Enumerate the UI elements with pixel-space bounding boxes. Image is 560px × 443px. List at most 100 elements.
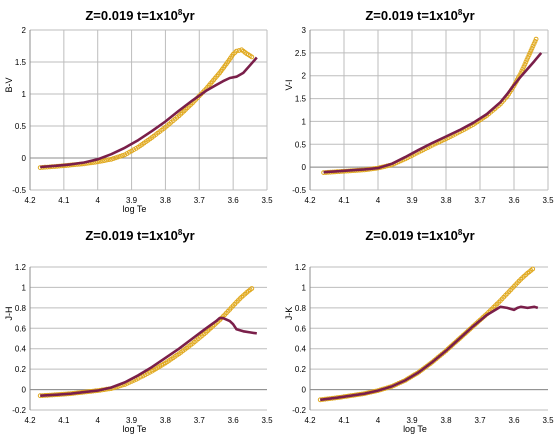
x-tick-label: 3.9	[126, 196, 138, 205]
x-tick-label: 3.7	[194, 416, 206, 425]
data-point	[234, 48, 239, 54]
data-point	[108, 156, 114, 162]
x-tick-label: 3.5	[261, 416, 273, 425]
y-axis-label: J-K	[284, 307, 294, 321]
y-tick-label: 0.2	[15, 365, 27, 374]
y-axis-label: B-V	[4, 77, 14, 92]
y-tick-label: 0	[302, 386, 307, 395]
data-point	[530, 43, 536, 49]
x-tick-label: 4.1	[58, 196, 70, 205]
x-tick-label: 4.1	[58, 416, 70, 425]
y-tick-label: 0	[302, 163, 307, 172]
y-tick-label: 0.6	[15, 324, 27, 333]
y-tick-label: 1	[302, 283, 307, 292]
data-point	[142, 372, 148, 378]
data-point	[528, 48, 534, 53]
x-tick-label: 4.2	[24, 196, 36, 205]
chart-panel: -0.2 0 0.2 0.4 0.6 0.8 1 1.2 4.2 4.1 4 3.9 3.8 3.7 3.6…	[4, 228, 273, 434]
x-tick-label: 3.6	[508, 196, 520, 205]
series-1	[40, 56, 258, 169]
x-axis-label: log Te	[123, 204, 147, 214]
data-point	[522, 61, 528, 67]
series-0	[37, 286, 255, 399]
x-tick-label: 3.7	[474, 196, 486, 205]
data-point	[532, 39, 538, 44]
y-tick-label: 2	[22, 26, 27, 35]
series-1	[323, 52, 543, 174]
y-tick-label: 0.4	[295, 345, 307, 354]
chart-panel: -0.5 0 0.5 1 1.5 2 2.5 3 4.2 4.1 4 3.9 3.8 3.7 3.6 3.5 Z…	[284, 8, 554, 205]
x-tick-label: 4	[376, 416, 381, 425]
y-axis-label: V-I	[284, 79, 294, 90]
x-tick-label: 3.7	[194, 196, 206, 205]
x-tick-label: 3.8	[440, 416, 452, 425]
data-point	[525, 55, 531, 60]
x-tick-label: 3.9	[126, 416, 138, 425]
x-tick-label: 4.1	[338, 416, 350, 425]
x-axis-label: log Te	[403, 424, 427, 434]
y-tick-label: 1.5	[295, 95, 307, 104]
x-tick-label: 4.1	[338, 196, 350, 205]
data-point	[111, 156, 116, 161]
x-tick-label: 3.8	[160, 196, 172, 205]
x-tick-label: 3.8	[440, 196, 452, 205]
y-tick-label: -0.5	[292, 186, 306, 195]
y-tick-label: 2	[302, 72, 307, 81]
data-point	[99, 158, 105, 164]
y-tick-label: 0.8	[15, 304, 27, 313]
data-point	[113, 155, 119, 161]
data-point	[521, 64, 527, 69]
y-tick-label: 0.5	[15, 122, 27, 131]
data-point	[106, 157, 112, 163]
data-point	[531, 41, 537, 47]
x-tick-label: 3.5	[542, 416, 554, 425]
y-tick-label: 0	[22, 386, 27, 395]
x-tick-label: 3.7	[474, 416, 486, 425]
y-tick-label: 0.2	[295, 365, 307, 374]
y-tick-label: 0.5	[295, 140, 307, 149]
data-point	[533, 36, 539, 42]
chart-title: Z=0.019 t=1x108yr	[85, 8, 194, 23]
y-tick-label: 1	[22, 283, 27, 292]
series-1	[40, 316, 257, 397]
data-point	[527, 50, 533, 56]
series-1	[320, 305, 539, 402]
chart-panel: -0.5 0 0.5 1 1.5 2 4.2 4.1 4 3.9 3.8 3.7 3.6 3.5 Z=0.0…	[4, 8, 273, 214]
y-axis-label: J-H	[4, 307, 14, 321]
y-tick-label: 1	[302, 117, 307, 126]
x-tick-label: 3.9	[406, 416, 418, 425]
data-point	[120, 153, 125, 158]
data-point	[147, 370, 153, 375]
data-point	[115, 154, 121, 160]
series-line	[40, 316, 257, 397]
series-0	[37, 47, 255, 171]
chart-title: Z=0.019 t=1x108yr	[85, 228, 194, 243]
x-tick-label: 4.2	[24, 416, 36, 425]
y-tick-label: 0.4	[15, 345, 27, 354]
chart-title: Z=0.019 t=1x108yr	[365, 228, 474, 243]
data-point	[520, 66, 526, 72]
y-tick-label: 1.5	[15, 58, 27, 67]
y-tick-label: 1.2	[15, 263, 27, 272]
data-point	[249, 54, 255, 60]
x-tick-label: 3.5	[542, 196, 554, 205]
x-tick-label: 3.6	[508, 416, 520, 425]
y-tick-label: 0.8	[295, 304, 307, 313]
series-line	[40, 56, 258, 169]
x-tick-label: 3.8	[160, 416, 172, 425]
y-tick-label: 2.5	[295, 49, 307, 58]
series-0	[321, 36, 539, 176]
x-tick-label: 3.9	[406, 196, 418, 205]
x-tick-label: 4.2	[304, 416, 316, 425]
data-point	[530, 266, 536, 272]
y-tick-label: 0	[22, 154, 27, 163]
chart-panel: -0.2 0 0.2 0.4 0.6 0.8 1 1.2 4.2 4.1 4 3.9 3.8 3.7 3.6…	[284, 228, 554, 434]
y-tick-label: -0.2	[292, 406, 306, 415]
data-point	[523, 59, 529, 65]
data-point	[249, 286, 255, 291]
series-line	[320, 305, 539, 402]
x-tick-label: 3.5	[261, 196, 273, 205]
y-tick-label: 3	[302, 26, 307, 35]
x-tick-label: 4.2	[304, 196, 316, 205]
